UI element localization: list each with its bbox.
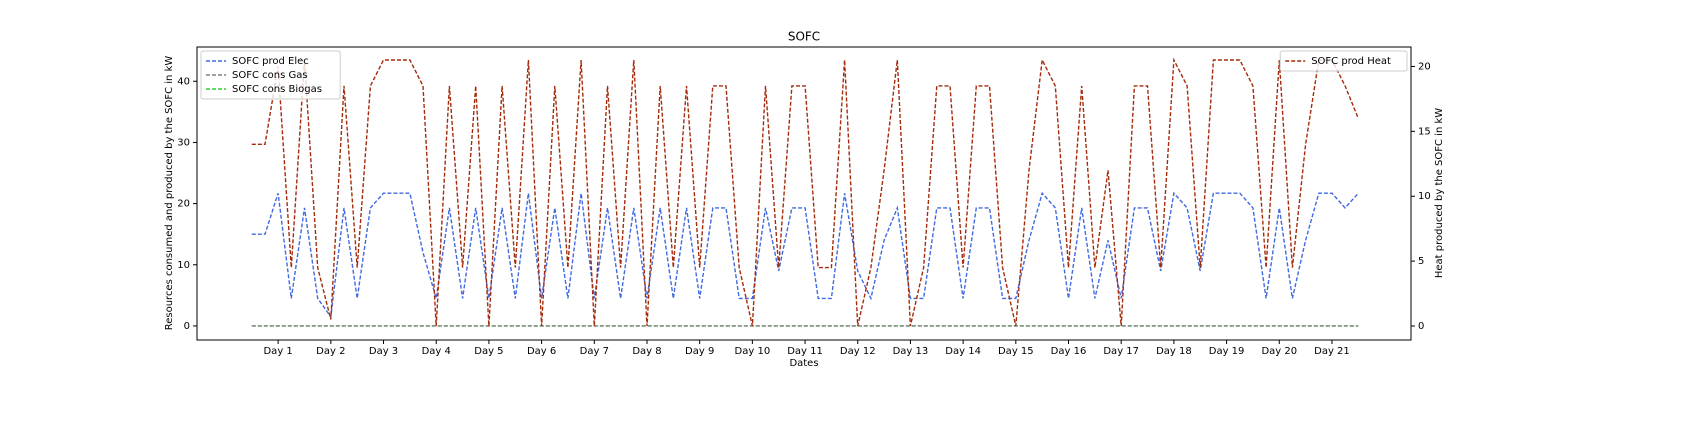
chart-title: SOFC xyxy=(788,30,820,44)
legend-box xyxy=(1279,50,1408,72)
x-tick-label: Day 4 xyxy=(422,346,451,357)
x-tick-label: Day 18 xyxy=(1156,346,1192,357)
x-tick-label: Day 19 xyxy=(1209,346,1245,357)
x-tick-label: Day 1 xyxy=(263,346,292,357)
y-tick-label: 10 xyxy=(177,260,190,271)
x-tick-label: Day 17 xyxy=(1103,346,1139,357)
x-tick-label: Day 15 xyxy=(998,346,1034,357)
x-tick-label: Day 21 xyxy=(1314,346,1350,357)
x-tick-label: Day 20 xyxy=(1261,346,1297,357)
y2-tick-label: 15 xyxy=(1418,126,1431,137)
legend-label: SOFC prod Elec xyxy=(232,56,309,67)
legend-label: SOFC prod Heat xyxy=(1311,56,1391,67)
y2-tick-label: 5 xyxy=(1418,256,1424,267)
y-tick-label: 30 xyxy=(177,137,190,148)
x-tick-label: Day 2 xyxy=(316,346,345,357)
legend-label: SOFC cons Gas xyxy=(232,70,308,81)
x-tick-label: Day 5 xyxy=(474,346,503,357)
y-tick-label: 0 xyxy=(184,321,190,332)
line xyxy=(251,191,1359,319)
x-tick-label: Day 11 xyxy=(787,346,823,357)
y2-tick-label: 20 xyxy=(1418,61,1431,72)
y2-tick-label: 10 xyxy=(1418,191,1431,202)
x-tick-label: Day 16 xyxy=(1051,346,1087,357)
y-tick-label: 20 xyxy=(177,199,190,210)
plot-frame xyxy=(196,46,1412,341)
x-tick-label: Day 3 xyxy=(369,346,398,357)
legend-box xyxy=(200,50,341,100)
y2-tick-label: 0 xyxy=(1418,321,1424,332)
x-tick-label: Day 12 xyxy=(840,346,876,357)
x-tick-label: Day 14 xyxy=(945,346,981,357)
x-tick-label: Day 10 xyxy=(735,346,771,357)
y2-axis-label: Heat produced by the SOFC in kW xyxy=(1434,108,1445,278)
y-axis-label: Resources consumed and produced by the S… xyxy=(164,56,175,331)
line xyxy=(251,57,1359,327)
x-tick-label: Day 6 xyxy=(527,346,556,357)
y-tick-label: 40 xyxy=(177,76,190,87)
x-tick-label: Day 13 xyxy=(893,346,929,357)
x-tick-label: Day 8 xyxy=(632,346,661,357)
x-tick-label: Day 9 xyxy=(685,346,714,357)
x-tick-label: Day 7 xyxy=(580,346,609,357)
x-axis-label: Dates xyxy=(789,358,818,369)
legend-label: SOFC cons Biogas xyxy=(232,84,322,95)
